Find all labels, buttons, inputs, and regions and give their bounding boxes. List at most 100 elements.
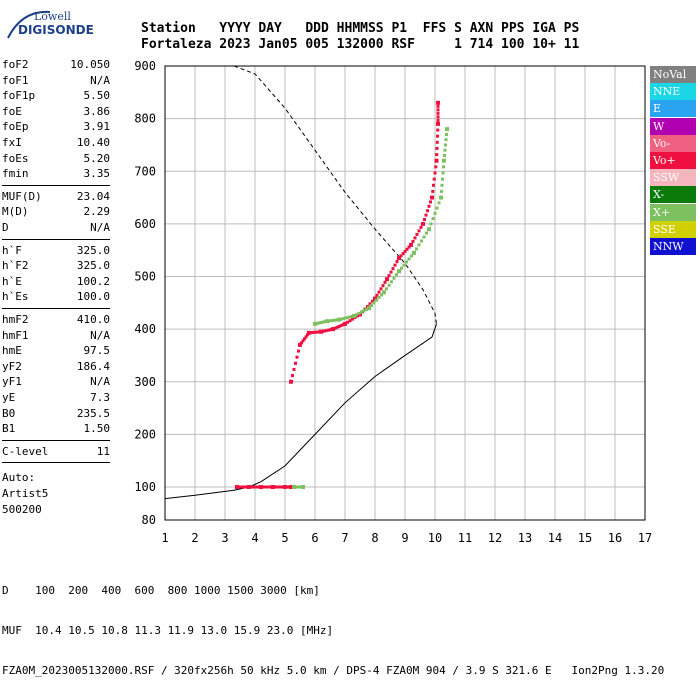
data-point (347, 315, 351, 319)
ionogram-chart: 1 2 3 4 5 6 7 8 9 10 11 12 13 14 15 16 17801002003004005… (134, 59, 652, 545)
data-point (423, 217, 426, 221)
data-point (261, 485, 265, 489)
y-tick-label: 700 (134, 164, 156, 178)
data-point (265, 485, 269, 489)
data-point (295, 355, 299, 359)
data-point (397, 256, 401, 261)
data-point (429, 222, 433, 226)
param-separator (2, 238, 110, 240)
data-point (442, 165, 445, 169)
data-point (331, 327, 335, 332)
data-point (443, 148, 447, 152)
x-tick-label: 14 (548, 531, 562, 545)
param-name: B0 (2, 406, 16, 420)
profile-curve-dashed (233, 65, 437, 324)
data-point (443, 153, 446, 157)
param-name: foF2 (2, 58, 29, 71)
data-point (444, 143, 447, 147)
x-tick-label: 3 (221, 531, 228, 545)
data-point (291, 374, 294, 378)
lowell-digisonde-logo: Lowell DIGISONDE (4, 8, 94, 42)
x-tick-label: 12 (488, 531, 502, 545)
data-point (315, 321, 319, 325)
data-point (412, 250, 416, 255)
data-point (433, 171, 437, 175)
param-value: 410.0 (76, 313, 110, 326)
data-point (325, 328, 329, 332)
data-point (259, 485, 263, 489)
data-point (317, 321, 321, 325)
data-point (333, 318, 337, 322)
data-point (301, 485, 305, 489)
param-separator (2, 308, 110, 309)
data-point (433, 211, 437, 215)
data-point (311, 330, 315, 334)
param-value: 186.4 (76, 359, 110, 373)
data-point (387, 274, 391, 278)
x-tick-label: 7 (341, 531, 348, 545)
data-point (346, 320, 349, 324)
data-point (235, 485, 239, 489)
data-point (445, 127, 449, 132)
data-point (409, 242, 413, 247)
param-value: 3.91 (83, 120, 111, 134)
data-point (255, 485, 259, 489)
data-point (237, 485, 241, 489)
x-tick-label: 11 (458, 531, 472, 545)
param-name: yF1 (2, 375, 22, 389)
data-point (327, 328, 331, 332)
data-point (304, 335, 308, 339)
data-point (329, 319, 333, 323)
param-name: h`Es (2, 290, 29, 304)
param-name: yF2 (2, 359, 22, 373)
data-point (239, 485, 243, 489)
y-tick-label: 400 (134, 322, 156, 336)
data-point (373, 296, 377, 301)
data-point (380, 293, 383, 297)
data-point (432, 183, 435, 187)
x-tick-label: 4 (251, 531, 258, 545)
x-tick-label: 15 (578, 531, 592, 545)
data-point (372, 301, 376, 305)
data-point (385, 287, 388, 291)
legend-item: E (650, 100, 696, 118)
data-point (415, 247, 418, 251)
data-point (427, 227, 431, 232)
data-point (407, 257, 411, 261)
data-point (392, 276, 396, 280)
data-point (393, 263, 397, 267)
data-point (323, 329, 327, 333)
data-point (439, 195, 443, 200)
param-name: h`F (2, 243, 22, 257)
data-point (352, 313, 356, 318)
data-point (419, 225, 423, 229)
data-point (389, 270, 393, 274)
data-point (251, 485, 255, 489)
data-point (436, 100, 440, 105)
data-point (436, 118, 440, 122)
data-point (273, 485, 277, 489)
data-point (289, 379, 293, 384)
data-point (407, 245, 411, 249)
x-tick-label: 8 (371, 531, 378, 545)
data-point (365, 307, 368, 311)
param-separator (2, 184, 110, 186)
data-point (382, 290, 386, 295)
param-name: h`E (2, 274, 22, 288)
y-tick-label: 100 (134, 480, 156, 494)
legend-item: NoVal (650, 66, 696, 83)
param-value: 325.0 (76, 259, 110, 273)
y-tick-label: 600 (134, 217, 156, 231)
data-point (360, 310, 363, 314)
param-value: 325.0 (76, 243, 110, 257)
data-point (405, 247, 409, 251)
data-point (436, 128, 440, 132)
param-name: hmF2 (2, 313, 29, 326)
data-point (267, 485, 271, 489)
data-point (292, 367, 296, 371)
data-point (426, 209, 429, 213)
x-tick-label: 10 (428, 531, 442, 545)
logo-arc-icon (7, 10, 51, 39)
data-point (381, 284, 385, 288)
x-tick-label: 5 (281, 531, 288, 545)
